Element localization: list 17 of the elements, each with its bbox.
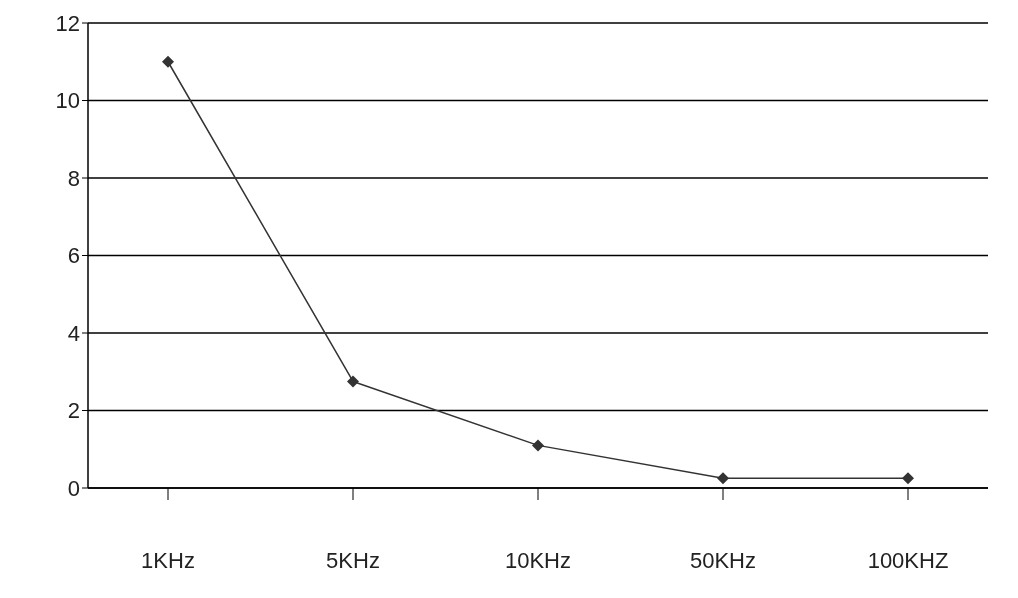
y-tick-label: 0 [67,475,80,501]
x-tick-label: 1KHz [141,547,195,573]
y-tick-label: 4 [67,320,80,346]
x-tick-label: 100KHZ [867,547,949,573]
point [902,472,914,485]
y-tick-label: 10 [55,88,80,114]
y-tick-label: 6 [67,243,80,269]
point [532,439,544,452]
point [717,472,729,485]
point [162,55,174,68]
y-tick-label: 2 [67,398,80,424]
x-tick-label: 50KHz [689,547,757,573]
x-tick-label: 10KHz [504,547,572,573]
point [347,375,359,388]
y-tick-label: 12 [55,10,80,36]
y-tick-label: 8 [67,165,80,191]
x-tick-label: 5KHz [326,547,380,573]
